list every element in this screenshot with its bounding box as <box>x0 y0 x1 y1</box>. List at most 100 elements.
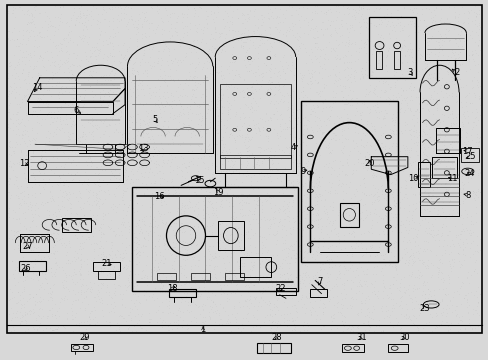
Point <box>165 309 173 315</box>
Point <box>371 103 379 108</box>
Point <box>188 216 196 221</box>
Point <box>215 57 223 63</box>
Point <box>241 114 248 120</box>
Point <box>268 15 276 21</box>
Point <box>134 222 142 228</box>
Point <box>265 225 273 231</box>
Point <box>74 296 82 302</box>
Point <box>214 9 222 15</box>
Point <box>15 205 23 211</box>
Point <box>329 283 337 288</box>
Point <box>89 192 97 198</box>
Point <box>159 261 166 266</box>
Point <box>415 312 423 318</box>
Point <box>158 289 166 295</box>
Point <box>203 25 210 31</box>
Point <box>337 329 345 335</box>
Point <box>383 221 390 227</box>
Point <box>11 144 19 149</box>
Point <box>281 32 289 38</box>
Point <box>423 42 431 48</box>
Point <box>67 71 75 77</box>
Point <box>160 260 167 266</box>
Point <box>443 232 451 238</box>
Point <box>29 18 37 23</box>
Point <box>48 289 56 294</box>
Point <box>41 266 48 272</box>
Point <box>214 122 222 127</box>
Point <box>192 25 200 31</box>
Point <box>456 283 464 288</box>
Point <box>84 77 92 83</box>
Point <box>203 224 210 229</box>
Point <box>171 125 179 131</box>
Point <box>251 201 259 207</box>
Point <box>176 100 184 106</box>
Point <box>386 239 393 245</box>
Point <box>239 325 246 331</box>
Point <box>462 240 470 246</box>
Point <box>128 61 136 67</box>
Point <box>145 155 153 161</box>
Point <box>334 240 342 246</box>
Point <box>161 79 168 85</box>
Point <box>313 312 321 318</box>
Point <box>156 289 163 294</box>
Point <box>28 82 36 88</box>
Point <box>444 330 451 336</box>
Point <box>434 147 442 152</box>
Point <box>125 257 133 263</box>
Point <box>126 35 134 41</box>
Point <box>79 245 87 251</box>
Point <box>34 252 41 258</box>
Point <box>35 30 43 35</box>
Point <box>234 15 242 21</box>
Point <box>222 38 229 44</box>
Point <box>349 192 357 197</box>
Point <box>35 75 43 81</box>
Point <box>476 42 484 48</box>
Point <box>80 27 87 33</box>
Point <box>225 84 233 90</box>
Point <box>292 256 300 261</box>
Point <box>166 92 174 98</box>
Point <box>164 94 172 100</box>
Point <box>349 203 357 209</box>
Point <box>55 264 63 270</box>
Point <box>155 168 163 174</box>
Point <box>300 122 307 127</box>
Point <box>388 130 396 136</box>
Point <box>423 190 431 196</box>
Point <box>17 119 25 125</box>
Point <box>290 255 298 261</box>
Point <box>285 114 292 120</box>
Point <box>9 207 17 212</box>
Point <box>270 284 278 290</box>
Point <box>174 77 182 83</box>
Point <box>130 73 138 78</box>
Point <box>42 207 50 213</box>
Point <box>291 134 299 140</box>
Point <box>83 162 91 167</box>
Point <box>243 145 250 151</box>
Point <box>133 152 141 157</box>
Point <box>340 67 347 73</box>
Point <box>208 200 216 206</box>
Point <box>297 261 305 267</box>
Point <box>179 309 186 315</box>
Point <box>331 63 339 69</box>
Point <box>393 77 401 82</box>
Point <box>455 62 463 68</box>
Point <box>66 244 74 250</box>
Point <box>396 28 404 33</box>
Point <box>365 63 372 69</box>
Point <box>3 35 11 41</box>
Point <box>202 296 210 302</box>
Point <box>329 48 337 53</box>
Point <box>392 7 400 13</box>
Point <box>366 20 374 26</box>
Point <box>224 100 232 106</box>
Point <box>163 83 171 89</box>
Point <box>202 15 209 21</box>
Point <box>34 205 42 211</box>
